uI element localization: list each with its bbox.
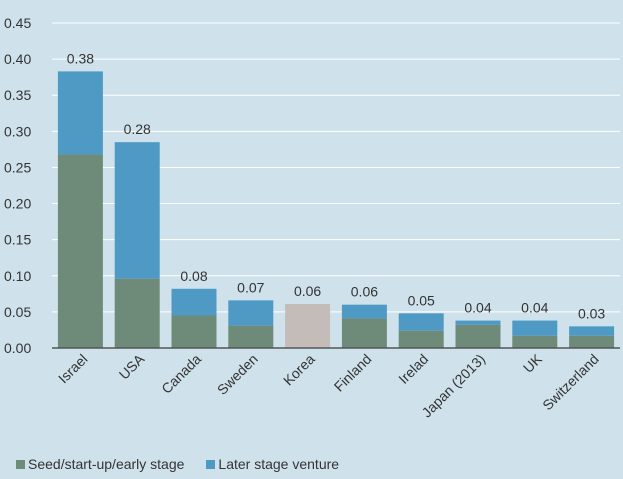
legend-label-later: Later stage venture [218, 456, 340, 472]
x-tick-label: Irelad [395, 351, 431, 387]
legend-label-seed: Seed/start-up/early stage [28, 456, 185, 472]
bar-segment [512, 335, 558, 348]
bar-segment [569, 326, 615, 336]
y-tick-label: 0.45 [4, 15, 31, 31]
data-label: 0.28 [124, 121, 151, 137]
bar-segment [57, 71, 103, 155]
data-label: 0.06 [294, 283, 321, 299]
bar-segment [285, 303, 331, 348]
bar-segment [57, 154, 103, 348]
data-label: 0.04 [464, 300, 491, 316]
bar-segment [341, 318, 387, 348]
bar-segment [171, 315, 217, 348]
x-tick-label: Sweden [214, 351, 261, 398]
bar-segment [569, 335, 615, 348]
data-label: 0.06 [351, 284, 378, 300]
bar-segment [455, 324, 501, 348]
bar-segment [228, 300, 274, 326]
bar-segment [228, 325, 274, 348]
bar-segment [455, 320, 501, 325]
bar-segment [341, 304, 387, 319]
bar-segment [114, 278, 160, 348]
y-tick-label: 0.20 [4, 196, 31, 212]
x-tick-label: Korea [280, 351, 318, 389]
data-label: 0.38 [67, 50, 94, 66]
data-label: 0.07 [237, 279, 264, 295]
bar-segment [171, 288, 217, 316]
y-tick-label: 0.05 [4, 304, 31, 320]
legend-swatch-later [206, 459, 216, 469]
bar-segment [398, 330, 444, 348]
bar-segment [512, 320, 558, 336]
x-tick-label: USA [116, 350, 148, 382]
y-tick-label: 0.10 [4, 268, 31, 284]
x-tick-label: UK [520, 350, 546, 376]
bar-segment [398, 313, 444, 331]
y-tick-label: 0.30 [4, 123, 31, 139]
x-tick-label: Israel [55, 351, 91, 387]
data-label: 0.08 [180, 268, 207, 284]
legend: Seed/start-up/early stage Later stage ve… [16, 456, 339, 472]
x-tick-label: Finland [331, 351, 375, 395]
data-label: 0.03 [578, 305, 605, 321]
data-label: 0.05 [408, 292, 435, 308]
legend-item-seed: Seed/start-up/early stage [16, 456, 184, 472]
y-tick-label: 0.15 [4, 232, 31, 248]
data-label: 0.04 [521, 300, 548, 316]
x-tick-label: Switzerland [539, 351, 601, 413]
y-tick-label: 0.00 [4, 340, 31, 356]
y-tick-label: 0.40 [4, 51, 31, 67]
y-tick-label: 0.35 [4, 87, 31, 103]
legend-item-later: Later stage venture [206, 456, 339, 472]
x-tick-label: Canada [158, 351, 204, 397]
legend-swatch-seed [16, 459, 25, 469]
bar-segment [114, 142, 160, 279]
y-tick-label: 0.25 [4, 159, 31, 175]
